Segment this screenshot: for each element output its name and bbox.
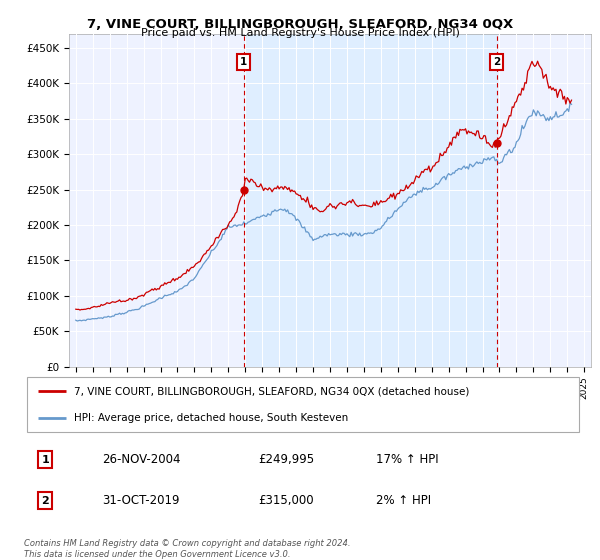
Text: 1: 1 bbox=[41, 455, 49, 465]
Text: 2: 2 bbox=[41, 496, 49, 506]
Text: £315,000: £315,000 bbox=[259, 494, 314, 507]
Bar bbox=[244, 34, 497, 367]
Text: 17% ↑ HPI: 17% ↑ HPI bbox=[376, 453, 438, 466]
Text: 2% ↑ HPI: 2% ↑ HPI bbox=[376, 494, 431, 507]
Text: Price paid vs. HM Land Registry's House Price Index (HPI): Price paid vs. HM Land Registry's House … bbox=[140, 28, 460, 38]
Text: 7, VINE COURT, BILLINGBOROUGH, SLEAFORD, NG34 0QX: 7, VINE COURT, BILLINGBOROUGH, SLEAFORD,… bbox=[87, 18, 513, 31]
Text: Contains HM Land Registry data © Crown copyright and database right 2024.
This d: Contains HM Land Registry data © Crown c… bbox=[24, 539, 350, 559]
Text: 2: 2 bbox=[493, 57, 500, 67]
Text: 7, VINE COURT, BILLINGBOROUGH, SLEAFORD, NG34 0QX (detached house): 7, VINE COURT, BILLINGBOROUGH, SLEAFORD,… bbox=[74, 386, 470, 396]
Text: 1: 1 bbox=[240, 57, 247, 67]
Text: 31-OCT-2019: 31-OCT-2019 bbox=[102, 494, 179, 507]
Text: HPI: Average price, detached house, South Kesteven: HPI: Average price, detached house, Sout… bbox=[74, 413, 349, 423]
Text: 26-NOV-2004: 26-NOV-2004 bbox=[102, 453, 181, 466]
FancyBboxPatch shape bbox=[27, 377, 579, 432]
Text: £249,995: £249,995 bbox=[259, 453, 314, 466]
